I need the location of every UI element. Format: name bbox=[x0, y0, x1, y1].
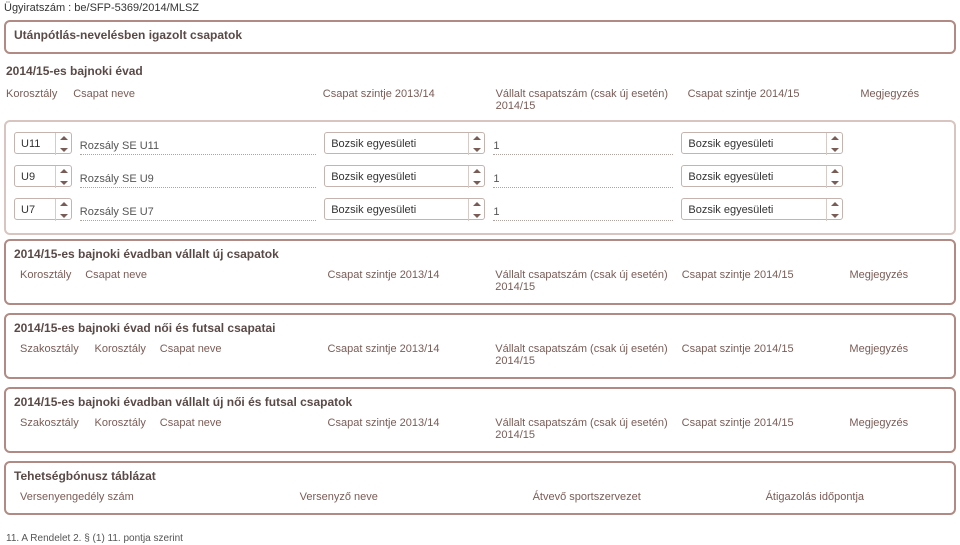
level1314-value: Bozsik egyesületi bbox=[331, 133, 466, 155]
bonus-th-lic: Versenyengedély szám bbox=[14, 487, 294, 507]
team-name-cell: Rozsály SE U11 bbox=[80, 135, 316, 155]
panel-title: Utánpótlás-nevelésben igazolt csapatok bbox=[14, 28, 946, 42]
team-name-cell: Rozsály SE U7 bbox=[80, 201, 316, 221]
case-number: Ügyiratszám : be/SFP-5369/2014/MLSZ bbox=[0, 0, 960, 16]
s4-th-new: Vállalt csapatszám (csak új esetén) 2014… bbox=[489, 413, 675, 445]
newcount-cell: 1 bbox=[493, 201, 673, 221]
th-teamname: Csapat neve bbox=[67, 84, 317, 116]
spinner-arrows-icon[interactable] bbox=[826, 133, 842, 155]
level1415-spinner[interactable]: Bozsik egyesületi bbox=[681, 132, 842, 154]
spinner-arrows-icon[interactable] bbox=[468, 166, 484, 188]
level1314-spinner[interactable]: Bozsik egyesületi bbox=[324, 132, 485, 154]
age-value: U9 bbox=[21, 166, 53, 188]
newcount-cell: 1 bbox=[493, 168, 673, 188]
level1314-value: Bozsik egyesületi bbox=[331, 199, 466, 221]
age-value: U11 bbox=[21, 133, 53, 155]
s4-th-dept: Szakosztály bbox=[14, 413, 89, 445]
s4-th-note: Megjegyzés bbox=[843, 413, 946, 445]
age-spinner[interactable]: U9 bbox=[14, 165, 72, 187]
spinner-arrows-icon[interactable] bbox=[55, 133, 71, 155]
spinner-arrows-icon[interactable] bbox=[468, 133, 484, 155]
s4-th-age: Korosztály bbox=[89, 413, 154, 445]
level1314-value: Bozsik egyesületi bbox=[331, 166, 466, 188]
s2-th-age: Korosztály bbox=[14, 265, 79, 297]
age-spinner[interactable]: U11 bbox=[14, 132, 72, 154]
level1415-value: Bozsik egyesületi bbox=[688, 166, 823, 188]
th-level1415: Csapat szintje 2014/15 bbox=[682, 84, 855, 116]
s3-th-note: Megjegyzés bbox=[843, 339, 946, 371]
bonus-panel: Tehetségbónusz táblázat Versenyengedély … bbox=[4, 461, 956, 515]
s2-th-lvl2: Csapat szintje 2014/15 bbox=[676, 265, 844, 297]
certified-teams-panel: Utánpótlás-nevelésben igazolt csapatok bbox=[4, 20, 956, 54]
table-row: U7 Rozsály SE U7 Bozsik egyesületi 1 Boz… bbox=[10, 196, 950, 225]
spinner-arrows-icon[interactable] bbox=[55, 166, 71, 188]
season-title: 2014/15-es bajnoki évad bbox=[6, 64, 960, 78]
th-newcount: Vállalt csapatszám (csak új esetén) 2014… bbox=[490, 84, 682, 116]
s3-th-new: Vállalt csapatszám (csak új esetén) 2014… bbox=[489, 339, 675, 371]
s3-th-dept: Szakosztály bbox=[14, 339, 89, 371]
age-spinner[interactable]: U7 bbox=[14, 198, 72, 220]
section3-title: 2014/15-es bajnoki évad női és futsal cs… bbox=[14, 321, 946, 335]
bonus-th-date: Átigazolás időpontja bbox=[760, 487, 946, 507]
spinner-arrows-icon[interactable] bbox=[468, 199, 484, 221]
s2-th-new: Vállalt csapatszám (csak új esetén) 2014… bbox=[489, 265, 675, 297]
spinner-arrows-icon[interactable] bbox=[826, 199, 842, 221]
teams-header-table: Korosztály Csapat neve Csapat szintje 20… bbox=[0, 84, 960, 116]
level1415-spinner[interactable]: Bozsik egyesületi bbox=[681, 198, 842, 220]
age-value: U7 bbox=[21, 199, 53, 221]
level1415-spinner[interactable]: Bozsik egyesületi bbox=[681, 165, 842, 187]
new-teams-panel: 2014/15-es bajnoki évadban vállalt új cs… bbox=[4, 239, 956, 305]
s4-th-lvl2: Csapat szintje 2014/15 bbox=[676, 413, 844, 445]
bonus-title: Tehetségbónusz táblázat bbox=[14, 469, 946, 483]
level1314-spinner[interactable]: Bozsik egyesületi bbox=[324, 198, 485, 220]
bonus-th-org: Átvevő sportszervezet bbox=[527, 487, 760, 507]
s2-th-team: Csapat neve bbox=[79, 265, 321, 297]
level1314-spinner[interactable]: Bozsik egyesületi bbox=[324, 165, 485, 187]
level1415-value: Bozsik egyesületi bbox=[688, 133, 823, 155]
bonus-th-name: Versenyző neve bbox=[294, 487, 527, 507]
s2-th-note: Megjegyzés bbox=[843, 265, 946, 297]
team-name-cell: Rozsály SE U9 bbox=[80, 168, 316, 188]
th-level1314: Csapat szintje 2013/14 bbox=[317, 84, 490, 116]
s4-th-team: Csapat neve bbox=[154, 413, 322, 445]
section4-title: 2014/15-es bajnoki évadban vállalt új nő… bbox=[14, 395, 946, 409]
s3-th-lvl2: Csapat szintje 2014/15 bbox=[676, 339, 844, 371]
teams-list: U11 Rozsály SE U11 Bozsik egyesületi 1 B… bbox=[4, 120, 956, 235]
table-row: U9 Rozsály SE U9 Bozsik egyesületi 1 Boz… bbox=[10, 163, 950, 192]
th-note: Megjegyzés bbox=[854, 84, 960, 116]
s4-th-lvl1: Csapat szintje 2013/14 bbox=[322, 413, 490, 445]
s3-th-lvl1: Csapat szintje 2013/14 bbox=[322, 339, 490, 371]
s3-th-team: Csapat neve bbox=[154, 339, 322, 371]
s3-th-age: Korosztály bbox=[89, 339, 154, 371]
new-women-futsal-panel: 2014/15-es bajnoki évadban vállalt új nő… bbox=[4, 387, 956, 453]
women-futsal-panel: 2014/15-es bajnoki évad női és futsal cs… bbox=[4, 313, 956, 379]
s2-th-lvl1: Csapat szintje 2013/14 bbox=[322, 265, 490, 297]
level1415-value: Bozsik egyesületi bbox=[688, 199, 823, 221]
newcount-cell: 1 bbox=[493, 135, 673, 155]
table-row: U11 Rozsály SE U11 Bozsik egyesületi 1 B… bbox=[10, 130, 950, 159]
spinner-arrows-icon[interactable] bbox=[826, 166, 842, 188]
spinner-arrows-icon[interactable] bbox=[55, 199, 71, 221]
section2-title: 2014/15-es bajnoki évadban vállalt új cs… bbox=[14, 247, 946, 261]
th-agegroup: Korosztály bbox=[0, 84, 67, 116]
footnote: 11. A Rendelet 2. § (1) 11. pontja szeri… bbox=[6, 533, 960, 544]
